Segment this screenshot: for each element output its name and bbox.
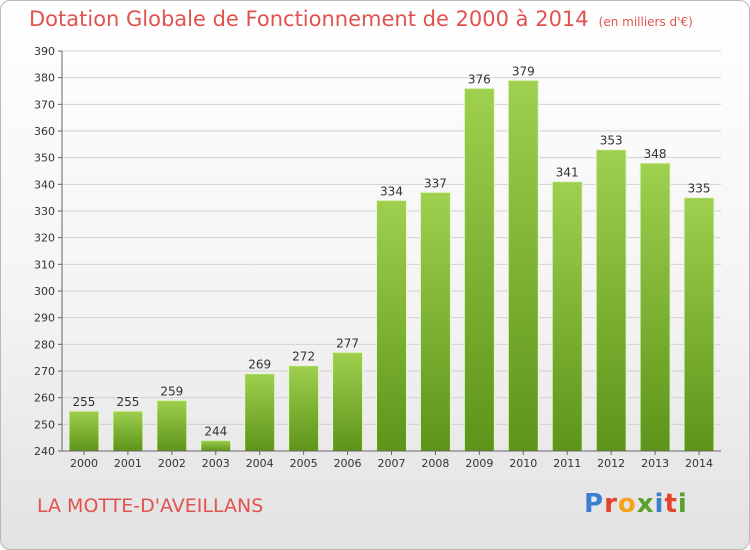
logo-letter: o <box>617 489 637 519</box>
data-label-2011: 341 <box>556 166 579 180</box>
data-label-2001: 255 <box>116 395 139 409</box>
x-tick-label-2001: 2001 <box>114 457 142 470</box>
logo-letter: i <box>654 489 665 519</box>
logo-letter: r <box>604 489 618 519</box>
data-label-2006: 277 <box>336 336 359 350</box>
y-tick-label: 300 <box>34 285 55 298</box>
data-label-2008: 337 <box>424 176 447 190</box>
x-tick-label-2013: 2013 <box>641 457 669 470</box>
data-label-2007: 334 <box>380 184 403 198</box>
x-tick-label-2009: 2009 <box>465 457 493 470</box>
y-tick-label: 270 <box>34 365 55 378</box>
bar-2009[interactable] <box>463 87 495 452</box>
y-tick-label: 350 <box>34 152 55 165</box>
chart-title: Dotation Globale de Fonctionnement de 20… <box>29 7 693 31</box>
y-axis-ticks: 240 250 260 270 280 290 300 310 320 330 340 350 360 3… <box>34 45 62 458</box>
bar-2001[interactable] <box>112 410 144 452</box>
data-label-2004: 269 <box>248 358 271 372</box>
y-tick-label: 340 <box>34 178 55 191</box>
y-tick-label: 280 <box>34 338 55 351</box>
bar-2007[interactable] <box>376 199 407 452</box>
bar-2003[interactable] <box>200 439 232 452</box>
logo-letter: x <box>636 489 655 519</box>
x-tick-label-2000: 2000 <box>70 457 98 470</box>
data-label-2000: 255 <box>73 395 96 409</box>
x-axis-ticks: 2000 2001 2002 2003 2004 2005 2006 2007 2008 2009… <box>70 451 713 470</box>
bars <box>68 79 715 452</box>
y-tick-label: 330 <box>34 205 55 218</box>
data-label-2002: 259 <box>160 384 183 398</box>
data-label-2003: 244 <box>204 424 227 438</box>
x-tick-label-2008: 2008 <box>421 457 449 470</box>
chart-unit: (en milliers d'€) <box>598 15 693 29</box>
y-tick-label: 390 <box>34 45 55 58</box>
x-tick-label-2002: 2002 <box>158 457 186 470</box>
chart-title-text: Dotation Globale de Fonctionnement de 20… <box>29 7 589 31</box>
data-labels: 255 255 259 244 269 272 277 334 337 376 379 341 353 3… <box>73 64 711 438</box>
bar-2011[interactable] <box>551 181 583 452</box>
x-tick-label-2004: 2004 <box>246 457 274 470</box>
y-tick-label: 370 <box>34 98 55 111</box>
logo-letter: t <box>664 489 678 519</box>
data-label-2009: 376 <box>468 72 491 86</box>
data-label-2014: 335 <box>688 182 711 196</box>
x-tick-label-2006: 2006 <box>334 457 362 470</box>
bar-2004[interactable] <box>244 373 276 452</box>
data-label-2012: 353 <box>600 134 623 148</box>
bar-2013[interactable] <box>639 162 671 452</box>
bar-2002[interactable] <box>156 399 188 452</box>
data-label-2010: 379 <box>512 64 535 78</box>
bar-2012[interactable] <box>595 149 627 452</box>
y-tick-label: 250 <box>34 418 55 431</box>
y-tick-label: 380 <box>34 72 55 85</box>
x-tick-label-2011: 2011 <box>553 457 581 470</box>
x-tick-label-2005: 2005 <box>290 457 318 470</box>
data-label-2013: 348 <box>644 147 667 161</box>
y-tick-label: 320 <box>34 232 55 245</box>
y-tick-label: 290 <box>34 312 55 325</box>
x-tick-label-2003: 2003 <box>202 457 230 470</box>
bar-2005[interactable] <box>288 365 320 452</box>
bar-2000[interactable] <box>68 410 100 452</box>
x-tick-label-2014: 2014 <box>685 457 713 470</box>
x-tick-label-2007: 2007 <box>378 457 406 470</box>
logo-letter: P <box>584 489 605 519</box>
bar-2008[interactable] <box>419 191 451 452</box>
commune-name: LA MOTTE-D'AVEILLANS <box>37 495 264 517</box>
data-label-2005: 272 <box>292 350 315 364</box>
bar-2014[interactable] <box>683 197 715 452</box>
y-tick-label: 260 <box>34 392 55 405</box>
y-tick-label: 310 <box>34 258 55 271</box>
proxiti-logo[interactable]: Proxiti <box>584 489 688 519</box>
bar-2006[interactable] <box>332 351 364 452</box>
y-tick-label: 240 <box>34 445 55 458</box>
x-tick-label-2010: 2010 <box>509 457 537 470</box>
y-tick-label: 360 <box>34 125 55 138</box>
logo-letter: i <box>677 489 688 519</box>
bar-2010[interactable] <box>507 79 539 452</box>
x-tick-label-2012: 2012 <box>597 457 625 470</box>
